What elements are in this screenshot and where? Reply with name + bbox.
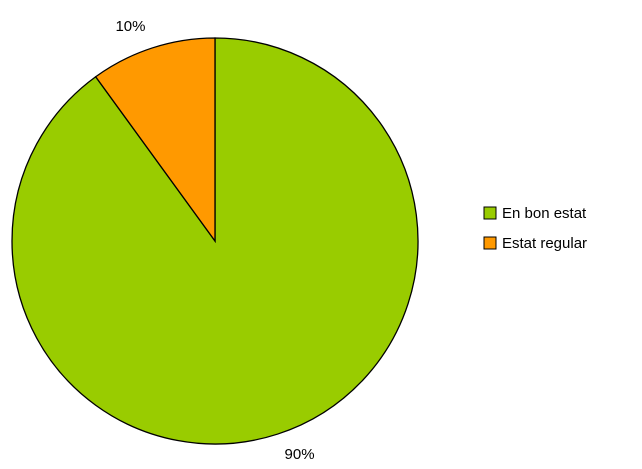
- pie-slice: [94, 37, 216, 244]
- legend-label: En bon estat: [502, 205, 587, 222]
- legend-swatch: [483, 236, 497, 250]
- data-label: 10%: [115, 18, 145, 35]
- data-label: 90%: [285, 446, 315, 463]
- legend-label: Estat regular: [502, 235, 587, 252]
- legend-swatch: [483, 206, 497, 220]
